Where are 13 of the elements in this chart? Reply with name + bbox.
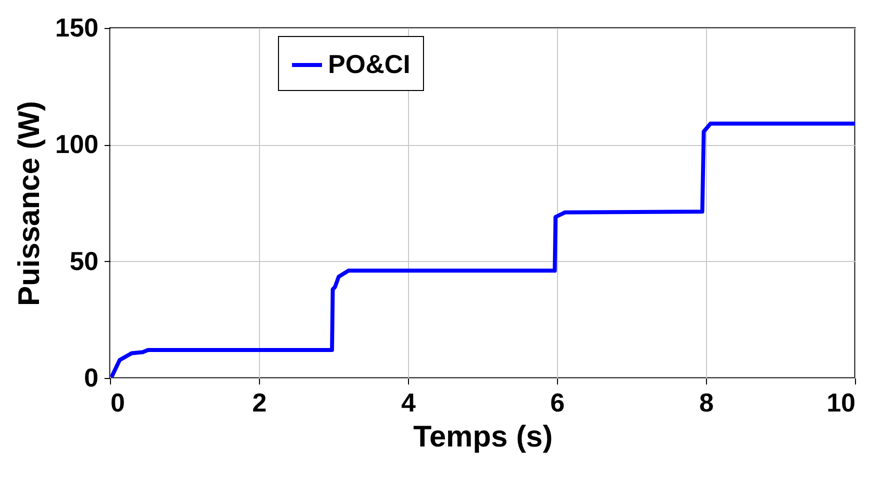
x-tick-label: 6 [550, 388, 565, 418]
y-tick-label: 150 [55, 12, 98, 42]
x-tick-label: 8 [699, 388, 714, 418]
x-tick-label: 2 [252, 388, 267, 418]
legend-label: PO&CI [328, 49, 410, 79]
x-tick-label: 4 [401, 388, 416, 418]
y-axis-title: Puissance (W) [13, 100, 46, 306]
y-tick-label: 50 [70, 246, 98, 276]
y-tick-label: 100 [55, 129, 98, 160]
y-tick-label: 0 [84, 362, 98, 392]
x-tick-label: 0 [110, 388, 125, 418]
x-tick-label: 10 [826, 388, 856, 418]
x-axis-title: Temps (s) [413, 420, 553, 454]
